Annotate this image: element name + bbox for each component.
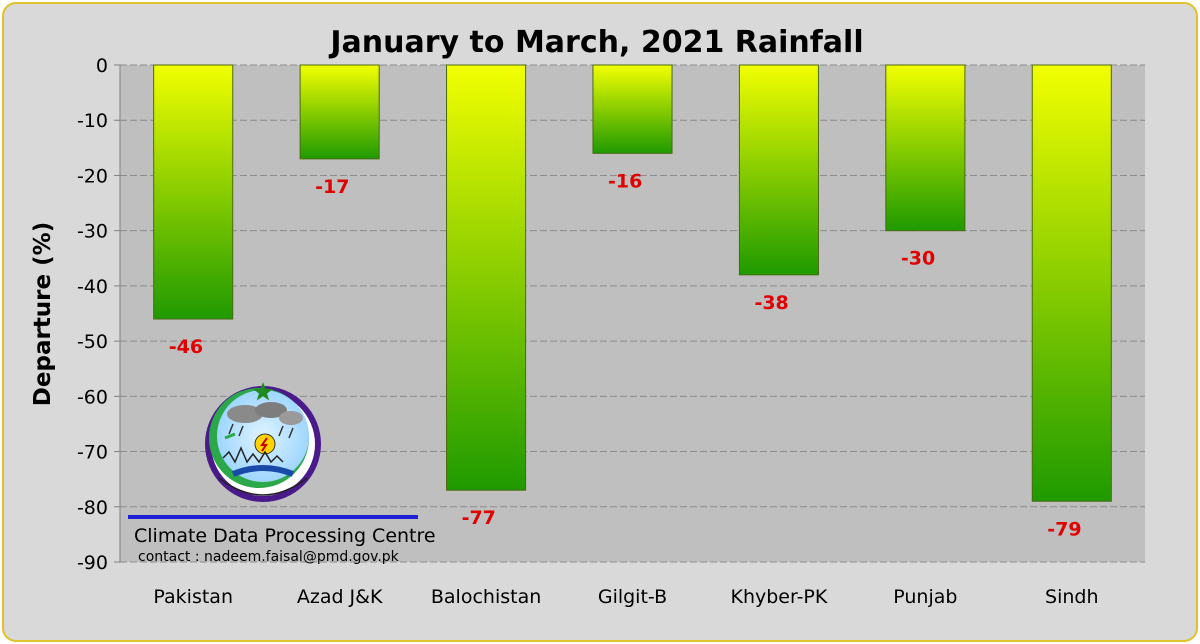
x-category-label: Gilgit-B — [598, 586, 667, 608]
x-category-label: Punjab — [893, 586, 957, 608]
x-category-label: Sindh — [1045, 586, 1098, 608]
y-tick-label: -50 — [77, 331, 108, 353]
y-tick-label: -10 — [77, 110, 108, 132]
y-tick-label: 0 — [96, 55, 108, 77]
x-category-label: Khyber-PK — [730, 586, 827, 608]
data-label: -17 — [315, 176, 349, 198]
x-category-label: Balochistan — [431, 586, 541, 608]
data-labels: -46 -17 -77 -16 -38 -30 -79 — [169, 170, 1082, 540]
data-label: -16 — [608, 170, 642, 192]
y-tick-label: -70 — [77, 442, 108, 464]
credit-org: Climate Data Processing Centre — [134, 525, 436, 547]
bar-pakistan — [153, 64, 234, 320]
bar-gilgit-b — [592, 64, 673, 154]
y-tick-label: -90 — [77, 552, 108, 574]
data-label: -46 — [169, 336, 203, 358]
bar-balochistan — [446, 64, 527, 491]
credit-contact: contact : nadeem.faisal@pmd.gov.pk — [138, 549, 400, 565]
data-label: -30 — [901, 248, 935, 270]
x-axis-categories: Pakistan Azad J&K Balochistan Gilgit-B Khybe… — [153, 586, 1098, 608]
bar-sindh — [1031, 64, 1112, 502]
y-tick-label: -80 — [77, 497, 108, 519]
y-axis-label: Departure (%) — [30, 222, 56, 406]
data-label: -79 — [1047, 518, 1081, 540]
bar-khyber-pk — [738, 64, 819, 276]
y-tick-label: -40 — [77, 276, 108, 298]
x-category-label: Azad J&K — [297, 586, 383, 608]
data-label: -38 — [754, 292, 788, 314]
y-tick-label: -20 — [77, 165, 108, 187]
bar-azad-j-k — [299, 64, 380, 160]
y-tick-label: -60 — [77, 386, 108, 408]
y-tick-label: -30 — [77, 221, 108, 243]
rainfall-bar-chart: January to March, 2021 Rainfall 0 -10 -20 -… — [30, 25, 1145, 608]
pmd-logo-icon — [205, 382, 321, 502]
y-axis-ticks: 0 -10 -20 -30 -40 -50 -60 -70 -80 -90 — [77, 55, 121, 574]
bar-punjab — [885, 64, 966, 232]
chart-title: January to March, 2021 Rainfall — [328, 25, 863, 60]
x-category-label: Pakistan — [153, 586, 233, 608]
data-label: -77 — [462, 507, 496, 529]
bars — [153, 64, 1112, 502]
